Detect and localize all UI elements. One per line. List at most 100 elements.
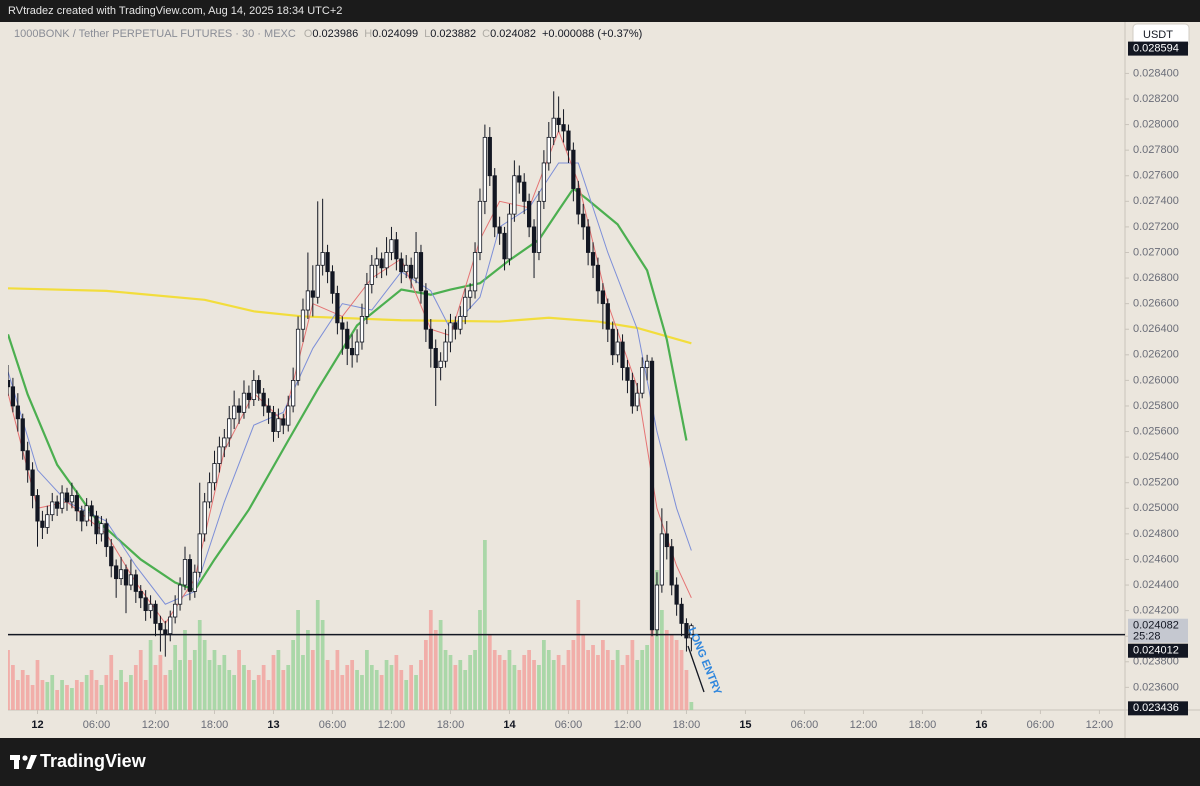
candle-body [295,328,301,381]
range-price-box [1128,701,1188,716]
candle-body [527,200,532,228]
x-tick-label: 12:00 [850,719,878,731]
volume-bar [433,630,438,710]
volume-bar [512,665,517,710]
candle-body [305,290,311,311]
candle-body [556,117,561,125]
volume-bar [419,660,423,710]
volume-bar [256,675,261,710]
chart-legend: 1000BONK / Tether PERPETUAL FUTURES · 30… [14,28,642,40]
candle-body [173,603,178,618]
candle-body [123,569,129,586]
volume-bar [109,655,114,710]
plot-area [8,91,1125,710]
volume-bar [360,675,364,710]
candle-body [64,492,70,503]
candle-body [256,379,261,394]
volume-bar [315,600,320,710]
current-price-label: 0.024082 [1133,620,1179,632]
candle-body [50,501,55,516]
volume-bar [8,650,10,710]
candle-body [30,469,35,496]
candle-body [40,520,45,528]
candle-body [590,252,596,266]
volume-bar [261,665,266,710]
candle-body [418,252,424,292]
volume-bar [266,680,271,710]
volume-bar [251,680,256,710]
volume-bar [281,670,286,710]
volume-bar [340,675,345,710]
candle-body [84,505,89,522]
volume-bar [247,670,251,710]
candle-body [640,367,645,394]
hline-price-label: 0.024012 [1133,645,1179,657]
volume-bar [453,665,458,710]
ohlc-value: 0.024099 [372,28,418,40]
volume-bar [143,680,148,710]
volume-bar [173,645,178,710]
y-tick-label: 0.024200 [1133,605,1179,617]
volume-bar [473,650,477,710]
volume-bar [183,630,187,710]
currency-label[interactable]: USDT [1143,29,1173,41]
current-price-box [1128,618,1188,643]
volume-bar [119,670,123,710]
candle-body [251,379,256,400]
volume-bar [158,655,163,710]
candle-body [536,200,542,253]
candle-body [492,175,497,228]
candle-body [114,565,119,580]
candle-body [674,584,679,605]
candle-body [379,258,384,269]
y-tick-label: 0.028000 [1133,118,1179,130]
volume-bar [369,665,374,710]
volume-bar [74,680,79,710]
candle-body [153,603,158,624]
volume-bar [45,682,50,710]
y-tick-label: 0.027200 [1133,221,1179,233]
candle-body [659,533,664,586]
candle-body [679,603,684,624]
ohlc-key: L [424,28,430,40]
volume-bar [404,680,409,710]
x-tick-label: 12:00 [142,719,170,731]
y-tick-label: 0.024800 [1133,528,1179,540]
volume-bar [522,655,527,710]
chart-background [0,22,1200,738]
candle-body [453,322,458,330]
volume-bar [448,655,453,710]
volume-bar [291,640,296,710]
candle-body [531,226,537,253]
volume-bar [566,650,571,710]
candle-body [512,175,517,215]
range-price-label: 0.028594 [1133,43,1179,55]
volume-bar [178,660,182,710]
candle-body [20,418,25,452]
moving-average [8,186,688,592]
candle-body [35,495,40,522]
x-tick-label: 18:00 [201,719,229,731]
candle-body [104,523,109,548]
candle-body [595,264,601,292]
candle-body [222,437,227,448]
candle-body [487,136,492,177]
candle-body [227,418,232,439]
volume-bar [625,655,630,710]
entry-arrow [687,645,705,693]
volume-bar [615,650,620,710]
candle-body [192,571,197,592]
candle-body [404,264,409,273]
volume-bar [689,702,694,710]
volume-bar [350,660,355,710]
candle-body [177,584,183,605]
brand-logo [10,755,37,769]
candle-body [330,271,335,294]
candle-body [271,411,276,432]
candle-body [335,293,340,324]
x-tick-label: 18:00 [437,719,465,731]
volume-bar [409,665,414,710]
volume-bar [635,660,640,710]
candle-body [502,232,507,260]
